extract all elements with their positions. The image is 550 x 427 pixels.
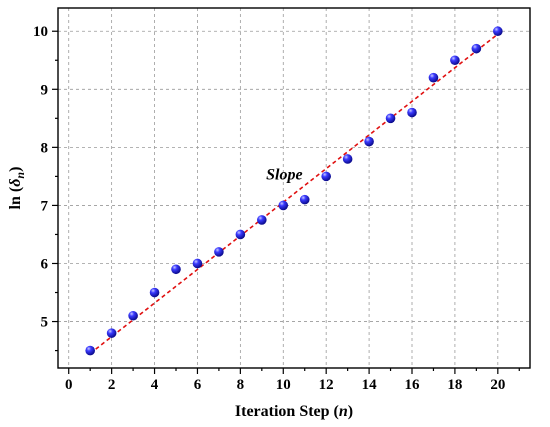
x-tick-label: 12	[319, 377, 334, 393]
slope-annotation: Slope	[266, 166, 302, 183]
data-point	[192, 258, 203, 269]
x-tick-label: 0	[65, 377, 73, 393]
data-point	[428, 72, 439, 83]
x-tick-label: 2	[108, 377, 116, 393]
data-point	[214, 247, 224, 257]
fit-line	[89, 33, 499, 355]
data-point	[493, 26, 503, 37]
y-axis-title-var: δ	[7, 179, 24, 187]
data-point	[235, 229, 246, 240]
x-tick-label: 16	[405, 377, 421, 393]
x-tick-label: 14	[362, 377, 378, 393]
y-tick-label: 5	[41, 315, 49, 331]
x-axis-title-var: n	[339, 403, 348, 420]
plot-frame	[57, 7, 531, 369]
x-tick-label: 20	[490, 377, 505, 393]
y-tick-label: 8	[41, 140, 49, 156]
data-point	[385, 113, 396, 124]
y-tick-label: 7	[41, 198, 49, 214]
grid	[58, 8, 530, 368]
y-axis-title-suffix: )	[7, 167, 24, 172]
data-point	[85, 345, 95, 356]
data-point	[149, 287, 160, 298]
fit-line-layer	[89, 33, 499, 355]
x-axis-title: Iteration Step (n)	[235, 403, 353, 420]
x-axis-title-suffix: )	[348, 403, 353, 420]
y-axis-title-prefix: ln (	[7, 187, 24, 210]
data-point	[171, 264, 181, 275]
data-point	[364, 136, 374, 147]
x-tick-label: 18	[447, 377, 462, 393]
x-axis-title-prefix: Iteration Step (	[235, 403, 339, 420]
data-point	[450, 55, 460, 66]
data-point	[342, 154, 353, 164]
y-axis-title: ln (δn)	[7, 167, 27, 210]
data-point	[278, 200, 289, 211]
x-tick-label: 6	[194, 377, 202, 393]
data-points	[85, 26, 503, 356]
x-tick-label: 8	[237, 377, 245, 393]
axis-ticks: 0 2 4 6 8 10 12 14 16 18 20 5 6 7 8 9 10	[33, 24, 520, 393]
y-tick-label: 6	[41, 256, 49, 272]
data-point	[257, 215, 267, 225]
data-point	[321, 171, 331, 182]
data-point	[128, 310, 138, 321]
data-point	[106, 328, 117, 338]
data-point	[407, 107, 417, 118]
x-tick-label: 10	[276, 377, 291, 393]
data-point	[471, 43, 482, 54]
y-axis-title-sub: n	[13, 172, 27, 179]
y-tick-label: 10	[33, 24, 48, 40]
y-tick-label: 9	[41, 82, 49, 98]
data-point	[299, 194, 310, 205]
x-tick-label: 4	[151, 377, 159, 393]
